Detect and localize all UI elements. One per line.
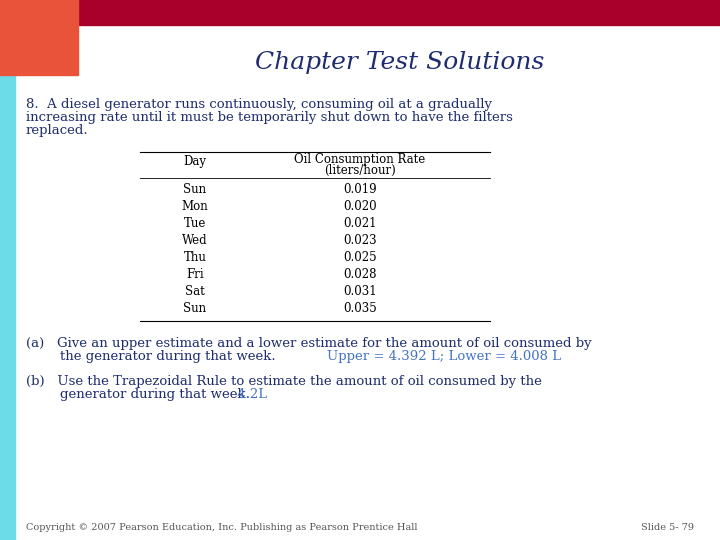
Text: Sat: Sat <box>185 285 205 298</box>
Text: 0.020: 0.020 <box>343 200 377 213</box>
Text: Sun: Sun <box>184 302 207 315</box>
Text: Slide 5- 79: Slide 5- 79 <box>641 523 694 532</box>
Text: 0.019: 0.019 <box>343 183 377 196</box>
Text: replaced.: replaced. <box>26 124 89 137</box>
Text: 0.023: 0.023 <box>343 234 377 247</box>
Text: increasing rate until it must be temporarily shut down to have the filters: increasing rate until it must be tempora… <box>26 111 513 124</box>
Text: Oil Consumption Rate: Oil Consumption Rate <box>294 153 426 166</box>
Text: Day: Day <box>184 155 207 168</box>
Text: generator during that week.: generator during that week. <box>26 388 250 401</box>
Text: 4.2L: 4.2L <box>233 388 267 401</box>
Text: 8.  A diesel generator runs continuously, consuming oil at a gradually: 8. A diesel generator runs continuously,… <box>26 98 492 111</box>
Text: 0.035: 0.035 <box>343 302 377 315</box>
Bar <box>0 0 78 75</box>
Text: the generator during that week.: the generator during that week. <box>26 350 276 363</box>
Text: Upper = 4.392 L; Lower = 4.008 L: Upper = 4.392 L; Lower = 4.008 L <box>310 350 561 363</box>
Text: Wed: Wed <box>182 234 208 247</box>
Text: 0.031: 0.031 <box>343 285 377 298</box>
Text: Sun: Sun <box>184 183 207 196</box>
Text: Chapter Test Solutions: Chapter Test Solutions <box>256 51 545 73</box>
Text: (b)   Use the Trapezoidal Rule to estimate the amount of oil consumed by the: (b) Use the Trapezoidal Rule to estimate… <box>26 375 542 388</box>
Text: (a)   Give an upper estimate and a lower estimate for the amount of oil consumed: (a) Give an upper estimate and a lower e… <box>26 337 592 350</box>
Text: 0.028: 0.028 <box>343 268 377 281</box>
Text: Copyright © 2007 Pearson Education, Inc. Publishing as Pearson Prentice Hall: Copyright © 2007 Pearson Education, Inc.… <box>26 523 418 532</box>
Text: Mon: Mon <box>181 200 208 213</box>
Text: Thu: Thu <box>184 251 207 264</box>
Text: Fri: Fri <box>186 268 204 281</box>
Text: (liters/hour): (liters/hour) <box>324 164 396 177</box>
Text: 0.021: 0.021 <box>343 217 377 230</box>
Text: 0.025: 0.025 <box>343 251 377 264</box>
Bar <box>0 75 15 540</box>
Text: Tue: Tue <box>184 217 206 230</box>
Bar <box>0 0 720 25</box>
